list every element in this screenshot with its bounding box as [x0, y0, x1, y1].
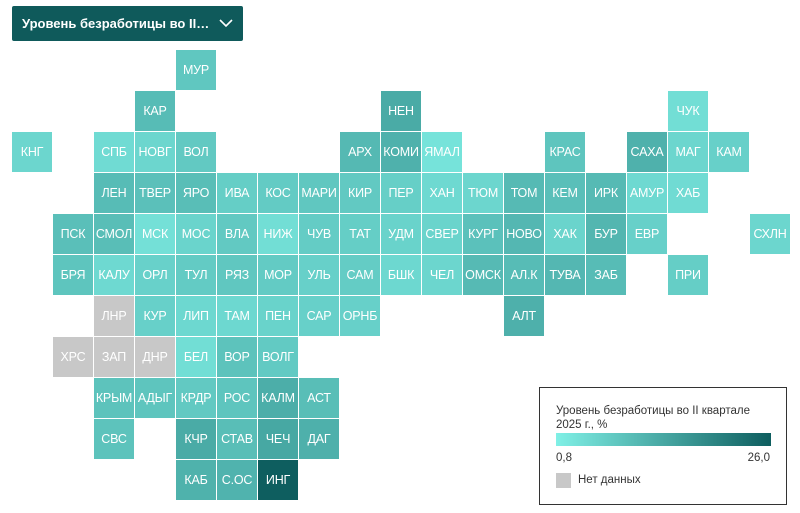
region-tile[interactable]: ПСК [53, 214, 93, 254]
region-tile[interactable]: БРЯ [53, 255, 93, 295]
region-tile[interactable]: ЗАБ [586, 255, 626, 295]
legend-min-label: 0,8 [556, 452, 572, 464]
region-tile[interactable]: АЛ.К [504, 255, 544, 295]
region-tile[interactable]: КНГ [12, 132, 52, 172]
region-tile[interactable]: ВОЛГ [258, 337, 298, 377]
region-tile[interactable]: ТАМ [217, 296, 257, 336]
region-tile[interactable]: ЛЕН [94, 173, 134, 213]
region-tile[interactable]: НОВГ [135, 132, 175, 172]
region-tile[interactable]: ОРЛ [135, 255, 175, 295]
region-tile[interactable]: САХА [627, 132, 667, 172]
legend-no-data-swatch [556, 473, 571, 488]
region-tile[interactable]: ДНР [135, 337, 175, 377]
region-tile[interactable]: БУР [586, 214, 626, 254]
region-tile[interactable]: САМ [340, 255, 380, 295]
region-tile[interactable]: ТАТ [340, 214, 380, 254]
region-tile[interactable]: КУРГ [463, 214, 503, 254]
region-tile[interactable]: ДАГ [299, 419, 339, 459]
region-tile[interactable]: НЕН [381, 91, 421, 131]
region-tile[interactable]: КУР [135, 296, 175, 336]
region-tile[interactable]: АСТ [299, 378, 339, 418]
region-tile[interactable]: АМУР [627, 173, 667, 213]
region-tile[interactable]: ХРС [53, 337, 93, 377]
region-tile[interactable]: НОВО [504, 214, 544, 254]
region-tile[interactable]: ХАК [545, 214, 585, 254]
region-tile[interactable]: КЕМ [545, 173, 585, 213]
region-tile[interactable]: КАБ [176, 460, 216, 500]
indicator-dropdown[interactable]: Уровень безработицы во II кв... [12, 6, 243, 41]
region-tile[interactable]: АЛТ [504, 296, 544, 336]
region-tile[interactable]: ПРИ [668, 255, 708, 295]
region-tile[interactable]: ВОР [217, 337, 257, 377]
region-tile[interactable]: ХАБ [668, 173, 708, 213]
region-tile[interactable]: ПЕР [381, 173, 421, 213]
region-tile[interactable]: ТУЛ [176, 255, 216, 295]
region-tile[interactable]: МАРИ [299, 173, 339, 213]
region-tile[interactable]: ТУВА [545, 255, 585, 295]
region-tile[interactable]: ИНГ [258, 460, 298, 500]
legend: Уровень безработицы во II квартале 2025 … [539, 387, 787, 505]
region-tile[interactable]: СМОЛ [94, 214, 134, 254]
region-tile[interactable]: УДМ [381, 214, 421, 254]
region-tile[interactable]: КОМИ [381, 132, 421, 172]
region-tile[interactable]: ТОМ [504, 173, 544, 213]
region-tile[interactable]: ТЮМ [463, 173, 503, 213]
dropdown-label: Уровень безработицы во II кв... [22, 16, 212, 31]
region-tile[interactable]: МСК [135, 214, 175, 254]
region-tile[interactable]: БШК [381, 255, 421, 295]
chevron-down-icon [219, 19, 233, 28]
region-tile[interactable]: ИРК [586, 173, 626, 213]
region-tile[interactable]: СХЛН [750, 214, 790, 254]
region-tile[interactable]: ЛНР [94, 296, 134, 336]
region-tile[interactable]: ЧЕЛ [422, 255, 462, 295]
region-tile[interactable]: ЯРО [176, 173, 216, 213]
region-tile[interactable]: ЧЕЧ [258, 419, 298, 459]
legend-gradient-bar [556, 433, 771, 446]
region-tile[interactable]: КАЛМ [258, 378, 298, 418]
region-tile[interactable]: АРХ [340, 132, 380, 172]
region-tile[interactable]: ЛИП [176, 296, 216, 336]
region-tile[interactable]: ВЛА [217, 214, 257, 254]
region-tile[interactable]: КОС [258, 173, 298, 213]
region-tile[interactable]: СВЕР [422, 214, 462, 254]
region-tile[interactable]: РОС [217, 378, 257, 418]
region-tile[interactable]: ОРНБ [340, 296, 380, 336]
region-tile[interactable]: КРЫМ [94, 378, 134, 418]
region-tile[interactable]: ТВЕР [135, 173, 175, 213]
legend-max-label: 26,0 [747, 452, 770, 464]
region-tile[interactable]: АДЫГ [135, 378, 175, 418]
region-tile[interactable]: МУР [176, 50, 216, 90]
region-tile[interactable]: ЗАП [94, 337, 134, 377]
legend-title: Уровень безработицы во II квартале 2025 … [556, 405, 750, 431]
region-tile[interactable]: ЯМАЛ [422, 132, 462, 172]
region-tile[interactable]: КЧР [176, 419, 216, 459]
region-tile[interactable]: МАГ [668, 132, 708, 172]
region-tile[interactable]: ИВА [217, 173, 257, 213]
region-tile[interactable]: СВС [94, 419, 134, 459]
region-tile[interactable]: КАМ [709, 132, 749, 172]
region-tile[interactable]: ВОЛ [176, 132, 216, 172]
region-tile[interactable]: САР [299, 296, 339, 336]
region-tile[interactable]: КАЛУ [94, 255, 134, 295]
region-tile[interactable]: НИЖ [258, 214, 298, 254]
region-tile[interactable]: КРАС [545, 132, 585, 172]
region-tile[interactable]: УЛЬ [299, 255, 339, 295]
region-tile[interactable]: БЕЛ [176, 337, 216, 377]
region-tile[interactable]: ЕВР [627, 214, 667, 254]
region-tile[interactable]: ЧУК [668, 91, 708, 131]
region-tile[interactable]: КАР [135, 91, 175, 131]
region-tile[interactable]: С.ОС [217, 460, 257, 500]
region-tile[interactable]: РЯЗ [217, 255, 257, 295]
region-tile[interactable]: МОС [176, 214, 216, 254]
legend-no-data-label: Нет данных [578, 474, 641, 486]
region-tile[interactable]: КРДР [176, 378, 216, 418]
region-tile[interactable]: ОМСК [463, 255, 503, 295]
region-tile[interactable]: КИР [340, 173, 380, 213]
region-tile[interactable]: ХАН [422, 173, 462, 213]
region-tile[interactable]: СТАВ [217, 419, 257, 459]
region-tile[interactable]: СПБ [94, 132, 134, 172]
region-tile[interactable]: МОР [258, 255, 298, 295]
region-tile[interactable]: ЧУВ [299, 214, 339, 254]
region-tile[interactable]: ПЕН [258, 296, 298, 336]
